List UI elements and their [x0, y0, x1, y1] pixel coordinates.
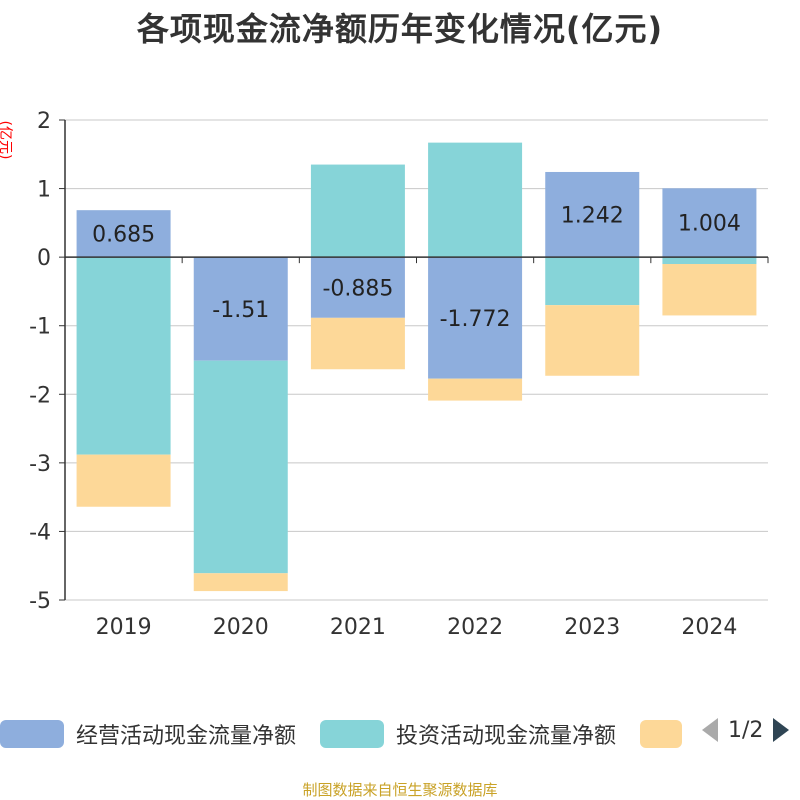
data-label-series0-2021: -0.885 [322, 276, 393, 301]
y-tick-label-0: 2 [37, 109, 51, 134]
chart-canvas: 2 1 0 -1 -2 -3 -4 -5 0.685 -1.51 -0.885 -1.772 1.242… [29, 109, 769, 640]
chart-title: 各项现金流净额历年变化情况(亿元) [136, 10, 664, 48]
data-label-series0-2023: 1.242 [561, 204, 624, 229]
y-tick-label-1: 1 [37, 178, 51, 203]
bar-series0-2020 [193, 257, 288, 361]
x-tick-label-2021: 2021 [330, 615, 386, 640]
bar-series1-2022 [428, 142, 523, 258]
bar-series2-2021 [310, 317, 405, 370]
y-tick-label-7: -5 [29, 589, 51, 614]
legend-label-investing: 投资活动现金流量净额 [396, 724, 617, 749]
bar-series2-2019 [76, 454, 171, 507]
bar-series2-2020 [193, 573, 288, 592]
y-tick-label-6: -4 [29, 520, 51, 545]
pager-text: 1/2 [728, 717, 764, 743]
data-label-series0-2019: 0.685 [92, 223, 155, 248]
legend-swatch-operating [0, 720, 64, 748]
legend-item-investing[interactable]: 投资活动现金流量净额 [320, 718, 616, 750]
x-tick-label-2024: 2024 [681, 615, 737, 640]
bar-series1-2023 [545, 257, 640, 306]
legend-label-operating: 经营活动现金流量净额 [76, 724, 297, 749]
legend-item-financing[interactable] [640, 718, 694, 750]
bar-series0-2019 [76, 210, 171, 258]
legend-item-operating[interactable]: 经营活动现金流量净额 [0, 718, 296, 750]
pager-prev-icon[interactable] [700, 716, 720, 744]
x-tick-label-2020: 2020 [213, 615, 269, 640]
bar-series1-2020 [193, 360, 288, 574]
data-label-series0-2020: -1.51 [212, 298, 269, 323]
data-label-series0-2024: 1.004 [678, 212, 741, 237]
pager-next-icon[interactable] [771, 716, 791, 744]
legend-swatch-financing [640, 720, 682, 748]
bar-series0-2021 [310, 257, 405, 318]
bar-series2-2024 [662, 264, 757, 316]
source-note: 制图数据来自恒生聚源数据库 [302, 781, 498, 799]
legend-pager: 1/2 [700, 716, 791, 744]
bar-series2-2023 [545, 305, 640, 376]
bar-series1-2024 [662, 257, 757, 264]
x-tick-label-2023: 2023 [564, 615, 620, 640]
bar-series1-2019 [76, 257, 171, 455]
bar-series1-2021 [310, 164, 405, 258]
y-tick-label-2: 0 [37, 246, 51, 271]
bar-series0-2022 [428, 257, 523, 379]
legend-swatch-investing [320, 720, 384, 748]
y-tick-label-3: -1 [29, 315, 51, 340]
y-tick-label-5: -3 [29, 452, 51, 477]
y-tick-label-4: -2 [29, 383, 51, 408]
bar-series0-2024 [662, 188, 757, 258]
data-label-series0-2022: -1.772 [440, 307, 511, 332]
bar-series0-2023 [545, 171, 640, 258]
x-tick-label-2022: 2022 [447, 615, 503, 640]
x-tick-label-2019: 2019 [96, 615, 152, 640]
bar-series2-2022 [428, 378, 523, 401]
